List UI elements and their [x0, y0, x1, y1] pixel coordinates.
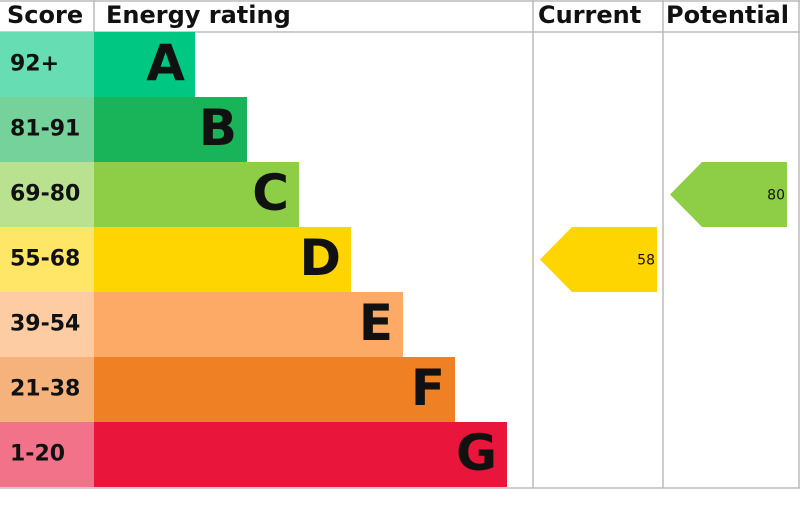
band-bar	[94, 97, 247, 162]
band-bar	[94, 292, 403, 357]
rating-arrow	[540, 227, 657, 292]
band-letter: C	[252, 164, 289, 222]
score-label: 1-20	[10, 442, 65, 467]
band-letter: G	[456, 424, 497, 482]
score-cell	[0, 357, 94, 422]
score-cell	[0, 32, 94, 97]
band-letter: A	[146, 34, 185, 92]
rating-value: 58	[637, 253, 655, 269]
score-cell	[0, 227, 94, 292]
header: Current	[538, 1, 641, 29]
score-tint	[0, 227, 94, 292]
score-label: 69-80	[10, 182, 80, 207]
score-tint	[0, 162, 94, 227]
band-bar	[94, 32, 195, 97]
score-label: 55-68	[10, 247, 80, 272]
score-label: 92+	[10, 52, 59, 77]
header: Energy rating	[106, 1, 291, 29]
rating-value: 80	[767, 188, 785, 204]
score-label: 81-91	[10, 117, 80, 142]
score-tint	[0, 97, 94, 162]
band-letter: F	[411, 359, 445, 417]
band-bar	[94, 162, 299, 227]
band-bar	[94, 422, 507, 487]
score-cell	[0, 162, 94, 227]
score-label: 21-38	[10, 377, 80, 402]
score-tint	[0, 292, 94, 357]
score-cell	[0, 292, 94, 357]
rating-arrow	[670, 162, 787, 227]
band-letter: E	[359, 294, 393, 352]
header: Score	[7, 1, 83, 29]
band-letter: B	[199, 99, 237, 157]
header: Potential	[666, 1, 789, 29]
score-cell	[0, 97, 94, 162]
score-label: 39-54	[10, 312, 80, 337]
score-tint	[0, 357, 94, 422]
score-tint	[0, 422, 94, 487]
band-letter: D	[299, 229, 341, 287]
score-cell	[0, 422, 94, 487]
band-bar	[94, 357, 455, 422]
band-bar	[94, 227, 351, 292]
score-tint	[0, 32, 94, 97]
